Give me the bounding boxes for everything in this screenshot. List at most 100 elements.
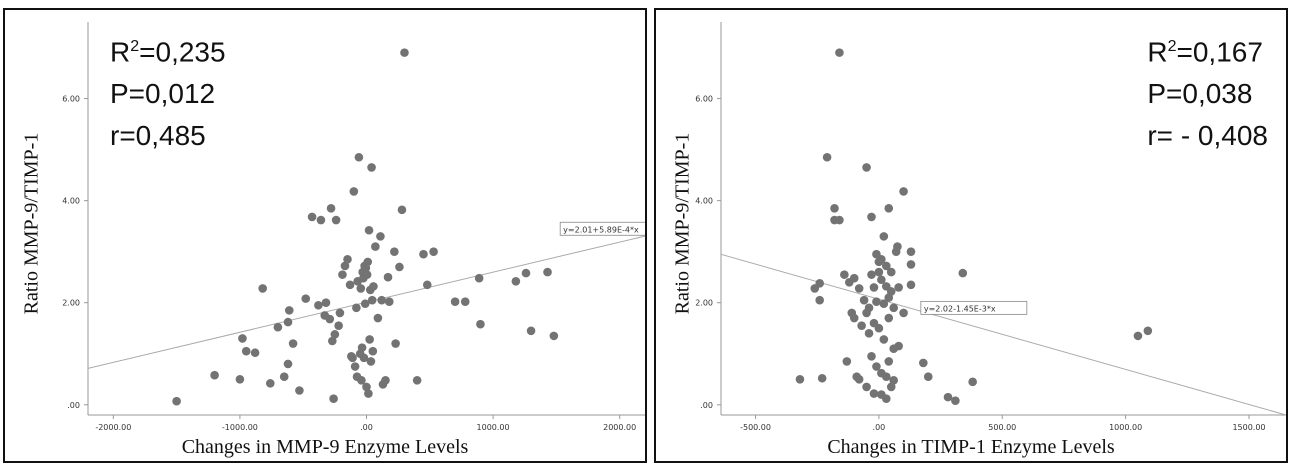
r-value-stat: r=0,485	[110, 120, 206, 152]
data-point	[429, 247, 438, 256]
data-point	[879, 299, 889, 309]
data-point	[958, 268, 968, 278]
data-point	[923, 372, 933, 382]
data-point	[348, 353, 357, 363]
data-point	[906, 260, 916, 269]
data-point	[384, 297, 394, 306]
data-point	[864, 329, 874, 338]
data-point	[460, 297, 470, 306]
data-point	[872, 362, 881, 371]
scatter-plot-mmp9: .00 2.00 4.00 6.00 -2000.00 -1000.00 .00 1000.0…	[62, 22, 645, 432]
data-point	[362, 270, 372, 279]
data-point	[283, 317, 293, 327]
data-point	[815, 279, 824, 288]
data-point	[325, 314, 335, 324]
x-tick-label: 2000.00	[603, 423, 636, 432]
data-point	[350, 362, 360, 371]
data-point	[526, 326, 536, 336]
data-point	[377, 295, 386, 305]
data-point	[815, 295, 824, 305]
data-point	[381, 375, 390, 385]
data-point	[241, 346, 251, 356]
data-point	[314, 300, 323, 310]
data-point	[1133, 331, 1143, 341]
chart-panel-mmp9: .00 2.00 4.00 6.00 -2000.00 -1000.00 .00 1000.0…	[3, 8, 647, 463]
x-tick-label: -2000.00	[95, 423, 131, 432]
x-tick-label: 1000.00	[477, 423, 510, 432]
x-tick-label: .00	[360, 423, 373, 432]
data-point	[364, 389, 373, 398]
p-value-stat: P=0,038	[1147, 78, 1253, 110]
data-point	[288, 339, 298, 348]
data-point	[882, 372, 891, 382]
data-point	[511, 276, 521, 286]
data-point	[362, 382, 371, 392]
data-point	[360, 299, 370, 309]
data-point	[830, 203, 839, 213]
data-point	[549, 331, 559, 341]
data-point	[842, 357, 852, 366]
data-point	[258, 284, 267, 293]
data-point	[886, 267, 896, 277]
regression-line	[720, 253, 1286, 416]
data-point	[329, 394, 338, 403]
data-point	[357, 375, 366, 385]
data-point	[840, 270, 849, 279]
data-point	[345, 280, 355, 290]
data-point	[395, 262, 404, 272]
data-point	[884, 203, 894, 213]
chart-panel-timp1: .00 2.00 4.00 6.00 -500.00 .00 500.00 1000.00 15…	[654, 8, 1288, 463]
data-point	[882, 394, 891, 403]
data-point	[869, 283, 879, 292]
data-point	[862, 382, 871, 392]
data-point	[894, 283, 903, 292]
data-point	[422, 280, 432, 290]
data-point	[397, 205, 407, 215]
data-point	[373, 313, 383, 323]
data-point	[886, 287, 896, 296]
y-tick-label: 2.00	[62, 299, 80, 308]
data-point	[951, 396, 960, 406]
data-point	[371, 242, 380, 251]
data-point	[330, 330, 340, 339]
data-point	[367, 163, 376, 172]
data-point	[869, 389, 879, 398]
data-point	[335, 308, 345, 318]
data-point	[906, 280, 916, 290]
data-point	[943, 392, 953, 402]
regression-equation-label: y=2.01+5.89E-4*x	[559, 221, 645, 236]
data-point	[879, 335, 889, 344]
y-tick-label: 4.00	[62, 197, 80, 206]
y-tick-label: 2.00	[695, 299, 713, 308]
data-point	[889, 303, 899, 313]
data-point	[521, 268, 531, 278]
data-point	[376, 232, 385, 241]
data-point	[886, 382, 896, 392]
scatter-plot-timp1: .00 2.00 4.00 6.00 -500.00 .00 500.00 1000.00 15…	[695, 22, 1286, 432]
data-point	[835, 215, 844, 225]
data-point	[400, 48, 409, 57]
data-point	[795, 374, 805, 384]
data-point	[859, 295, 869, 305]
data-point	[543, 267, 552, 277]
data-point	[893, 242, 902, 251]
regression-equation-label: y=2.02-1.45E-3*x	[920, 300, 1028, 315]
data-point	[321, 298, 331, 308]
data-point	[338, 270, 347, 279]
data-point	[265, 379, 275, 388]
data-point	[899, 187, 908, 196]
y-tick-label: 6.00	[62, 95, 80, 104]
data-point	[307, 212, 317, 222]
data-point	[894, 341, 903, 351]
data-point	[884, 313, 894, 323]
data-point	[862, 163, 871, 172]
y-axis-label: Ratio MMP-9/TIMP-1	[671, 132, 694, 315]
x-tick-label: -500.00	[740, 423, 771, 432]
data-point	[919, 358, 928, 368]
data-point	[889, 375, 899, 385]
data-point	[365, 335, 374, 344]
r-value-stat: r= - 0,408	[1147, 120, 1268, 152]
stats-block-mmp9: R2=0,235 P=0,012 r=0,485	[110, 26, 226, 157]
data-point	[235, 374, 245, 384]
y-tick-label: .00	[67, 401, 80, 410]
